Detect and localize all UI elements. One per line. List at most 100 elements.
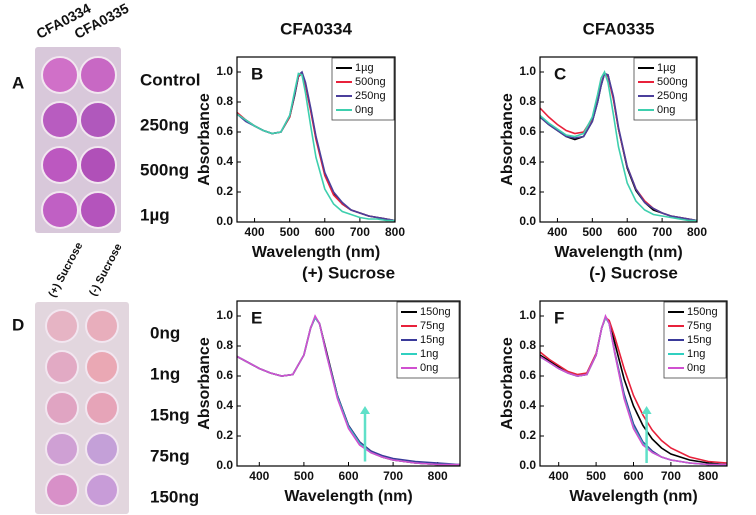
well xyxy=(45,391,79,425)
plot-frame xyxy=(236,300,461,467)
y-tick-label: 0.0 xyxy=(216,214,233,228)
x-tick-label: 800 xyxy=(385,225,405,239)
legend-label: 0ng xyxy=(355,104,373,116)
well xyxy=(45,309,79,343)
y-tick-label: 0.8 xyxy=(519,338,536,352)
x-axis-label: Wavelength (nm) xyxy=(252,244,380,261)
spectrum-line xyxy=(540,72,697,222)
y-tick-label: 1.0 xyxy=(519,308,536,322)
arrow-head xyxy=(360,406,371,414)
panel-label: F xyxy=(554,308,564,327)
well xyxy=(45,432,79,466)
x-tick-label: 600 xyxy=(338,469,358,483)
x-tick-label: 800 xyxy=(428,469,448,483)
legend-label: 500ng xyxy=(355,76,386,88)
well xyxy=(79,56,117,94)
x-tick-label: 500 xyxy=(582,225,602,239)
well xyxy=(79,146,117,184)
legend-label: 1µg xyxy=(657,62,676,74)
legend-label: 150ng xyxy=(420,306,451,318)
y-axis-label: Absorbance xyxy=(196,93,213,186)
well xyxy=(45,473,79,507)
well xyxy=(79,101,117,139)
y-tick-label: 1.0 xyxy=(519,64,536,78)
y-tick-label: 0.0 xyxy=(519,214,536,228)
spectrum-line xyxy=(540,313,727,466)
x-tick-label: 400 xyxy=(549,469,569,483)
x-tick-label: 600 xyxy=(315,225,335,239)
legend-label: 500ng xyxy=(657,76,688,88)
legend-label: 0ng xyxy=(657,104,675,116)
well xyxy=(79,191,117,229)
panel-label: E xyxy=(251,308,262,327)
x-tick-label: 700 xyxy=(652,225,672,239)
legend-label: 75ng xyxy=(420,320,444,332)
well xyxy=(41,101,79,139)
y-tick-label: 0.0 xyxy=(216,458,233,472)
x-tick-label: 500 xyxy=(586,469,606,483)
panel-label: A xyxy=(12,73,24,92)
y-tick-label: 0.2 xyxy=(216,428,233,442)
y-tick-label: 0.4 xyxy=(216,398,233,412)
chart-title: CFA0335 xyxy=(583,19,655,38)
y-tick-label: 0.2 xyxy=(519,184,536,198)
row-label: 75ng xyxy=(150,446,190,465)
row-label: 1ng xyxy=(150,364,180,383)
y-tick-label: 0.0 xyxy=(519,458,536,472)
legend-label: 15ng xyxy=(687,334,711,346)
row-label: 150ng xyxy=(150,487,199,506)
y-tick-label: 0.6 xyxy=(519,368,536,382)
legend-label: 250ng xyxy=(355,90,386,102)
well xyxy=(41,56,79,94)
y-tick-label: 0.8 xyxy=(216,94,233,108)
y-tick-label: 1.0 xyxy=(216,64,233,78)
spectrum-line xyxy=(237,72,395,222)
column-label: (+) Sucrose xyxy=(46,241,85,300)
y-tick-label: 0.2 xyxy=(519,428,536,442)
chart-title: (-) Sucrose xyxy=(589,263,678,282)
panel-label: B xyxy=(251,64,263,83)
well xyxy=(85,473,119,507)
row-label: 15ng xyxy=(150,405,190,424)
well xyxy=(85,350,119,384)
y-tick-label: 1.0 xyxy=(216,308,233,322)
x-tick-label: 500 xyxy=(280,225,300,239)
legend-label: 1ng xyxy=(420,348,438,360)
plot-frame xyxy=(539,300,728,467)
legend-label: 1µg xyxy=(355,62,374,74)
x-tick-label: 500 xyxy=(294,469,314,483)
legend-label: 150ng xyxy=(687,306,718,318)
x-tick-label: 700 xyxy=(661,469,681,483)
chart-title: (+) Sucrose xyxy=(302,263,395,282)
y-axis-label: Absorbance xyxy=(499,93,516,186)
y-tick-label: 0.4 xyxy=(519,398,536,412)
x-tick-label: 600 xyxy=(617,225,637,239)
x-tick-label: 700 xyxy=(350,225,370,239)
x-axis-label: Wavelength (nm) xyxy=(569,488,697,505)
y-tick-label: 0.6 xyxy=(216,368,233,382)
y-axis-label: Absorbance xyxy=(196,337,213,430)
legend-label: 75ng xyxy=(687,320,711,332)
spectrum-line xyxy=(540,316,727,464)
x-tick-label: 800 xyxy=(687,225,707,239)
chart-title: CFA0334 xyxy=(280,19,352,38)
x-tick-label: 600 xyxy=(623,469,643,483)
x-tick-label: 400 xyxy=(245,225,265,239)
x-tick-label: 700 xyxy=(383,469,403,483)
row-label: Control xyxy=(140,70,200,89)
y-tick-label: 0.8 xyxy=(216,338,233,352)
well xyxy=(45,350,79,384)
column-label: (-) Sucrose xyxy=(87,242,125,298)
x-tick-label: 400 xyxy=(249,469,269,483)
legend-label: 0ng xyxy=(420,362,438,374)
well xyxy=(41,191,79,229)
legend-label: 0ng xyxy=(687,362,705,374)
well xyxy=(85,309,119,343)
well xyxy=(85,432,119,466)
x-axis-label: Wavelength (nm) xyxy=(284,488,412,505)
well xyxy=(85,391,119,425)
plot-frame xyxy=(539,56,698,223)
legend-label: 250ng xyxy=(657,90,688,102)
y-tick-label: 0.6 xyxy=(519,124,536,138)
